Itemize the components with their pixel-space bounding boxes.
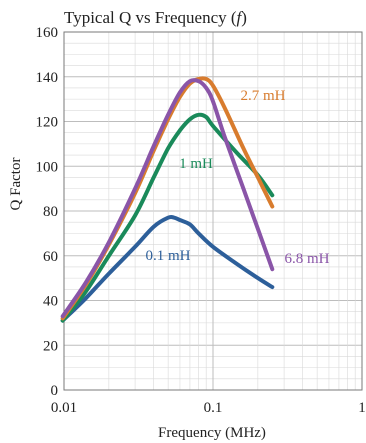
series-labels: 0.1 mH 1 mH 2.7 mH 6.8 mH — [146, 88, 330, 267]
x-tick-label: 0.1 — [204, 400, 223, 416]
y-tick-label: 60 — [43, 249, 58, 265]
series-lines — [60, 76, 275, 323]
y-tick-label: 120 — [36, 115, 59, 131]
y-tick-label: 0 — [51, 383, 59, 399]
series-line-1-mh — [60, 112, 275, 323]
series-label-2-7-mh: 2.7 mH — [241, 88, 286, 104]
y-tick-label: 100 — [36, 159, 59, 175]
chart-title-variable: f — [237, 8, 244, 27]
y-tick-label: 140 — [36, 70, 59, 86]
series-line-0-1-mh — [60, 214, 275, 323]
series-label-0-1-mh: 0.1 mH — [146, 248, 191, 264]
y-tick-label: 40 — [43, 294, 58, 310]
x-axis-label: Frequency (MHz) — [158, 425, 266, 441]
y-tick-label: 160 — [36, 25, 59, 41]
y-axis-label: Q Factor — [8, 158, 24, 211]
x-tick-label: 0.01 — [51, 400, 77, 416]
chart-title-main: Typical Q vs Frequency ( — [64, 8, 237, 27]
series-line-6-8-mh — [60, 78, 275, 319]
x-tick-label: 1 — [358, 400, 366, 416]
chart-title: Typical Q vs Frequency (f) — [64, 8, 247, 27]
y-tick-label: 80 — [43, 204, 58, 220]
series-label-1-mh: 1 mH — [179, 156, 213, 172]
chart-title-end: ) — [241, 8, 247, 27]
series-label-6-8-mh: 6.8 mH — [285, 251, 330, 267]
plot-area-frame — [63, 31, 363, 391]
y-tick-label: 20 — [43, 338, 58, 354]
axis-ticks: 0 20 40 60 80 100 120 140 160 0.01 0.1 1 — [36, 25, 366, 416]
